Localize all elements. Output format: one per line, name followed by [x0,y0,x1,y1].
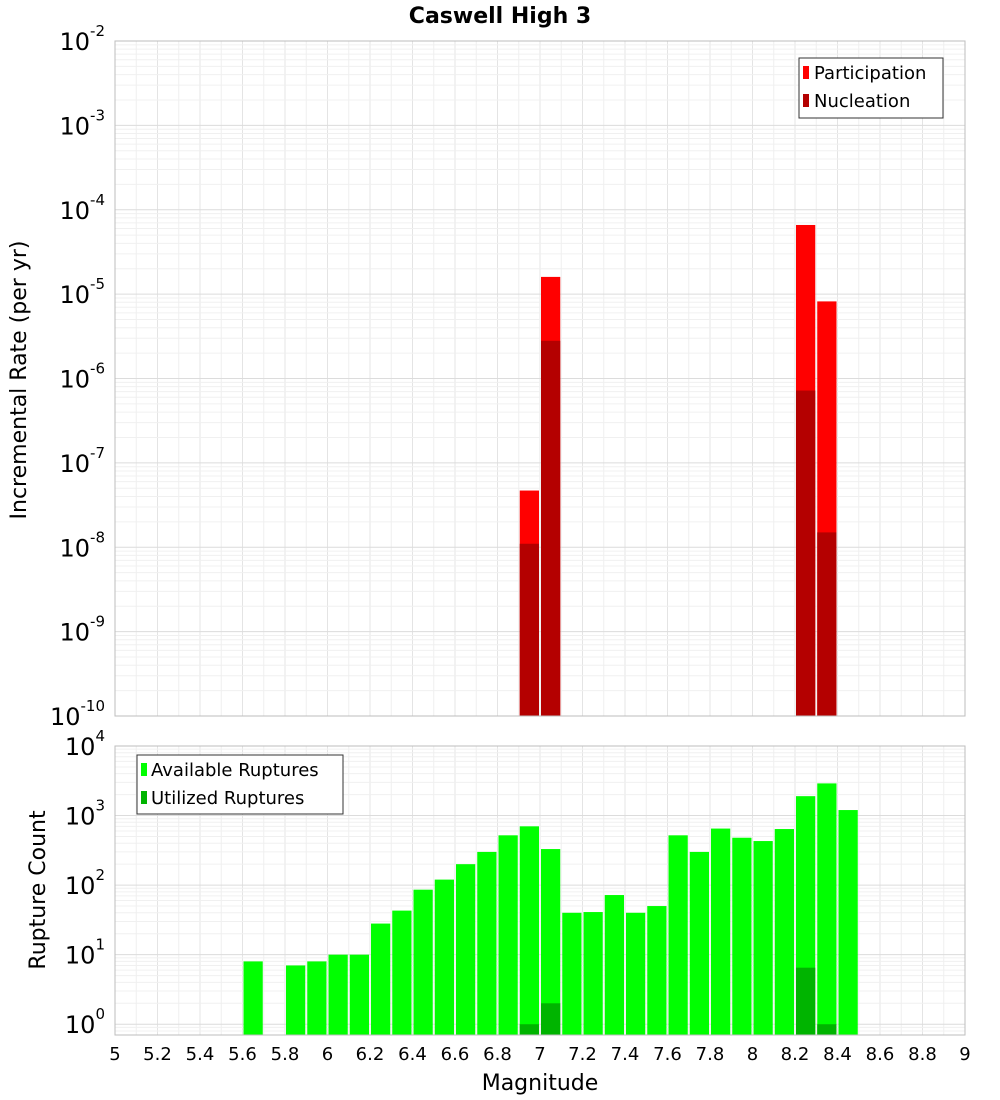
legend-nucleation-label: Nucleation [814,91,910,112]
rate-legend: Participation Nucleation [798,57,944,119]
rate-bar-nucleation [519,543,539,716]
rate-y-tick-label: 10-7 [59,444,105,478]
x-tick-label: 6.2 [356,1044,385,1065]
x-tick-label: 5.6 [228,1044,257,1065]
rupture-legend: Available Ruptures Utilized Ruptures [136,754,344,815]
rupture-bar-available-ruptures [562,912,582,1035]
rupture-y-tick-labels: 100 101 102 103 104 [65,727,105,1039]
legend-available-label: Available Ruptures [151,760,319,781]
chart-title: Caswell High 3 [409,4,591,29]
rate-y-tick-label: 10-8 [59,528,105,562]
x-tick-label: 8 [747,1044,758,1065]
rate-y-tick-label: 10-4 [59,191,105,225]
x-tick-label: 5 [109,1044,120,1065]
x-tick-label: 5.8 [271,1044,300,1065]
legend-utilized-swatch [141,791,147,804]
rupture-bar-available-ruptures [307,961,327,1035]
rupture-bars [243,783,858,1035]
rupture-bar-available-ruptures [541,849,561,1035]
rate-y-tick-label: 10-9 [59,613,105,647]
rupture-bar-available-ruptures [626,912,646,1035]
legend-available-swatch [141,763,147,776]
rupture-bar-available-ruptures [774,829,794,1035]
x-tick-label: 6.8 [483,1044,512,1065]
rate-y-tick-label: 10-3 [59,106,105,140]
x-tick-label: 8.6 [866,1044,895,1065]
rupture-y-tick-label: 102 [65,866,105,900]
rate-y-tick-label: 10-10 [50,697,105,731]
rupture-bar-available-ruptures [243,961,263,1035]
rupture-plot-border [114,745,966,1036]
rupture-bar-available-ruptures [753,841,773,1035]
x-tick-label: 9 [959,1044,970,1065]
rupture-bar-available-ruptures [668,835,688,1035]
rupture-bar-available-ruptures [413,889,433,1035]
x-tick-label: 8.8 [908,1044,937,1065]
rupture-bar-available-ruptures [604,895,624,1035]
rupture-bar-available-ruptures [456,864,476,1035]
rupture-bar-utilized-ruptures [519,1024,539,1035]
rate-y-tick-labels: 10-10 10-9 10-8 10-7 10-6 10-5 10-4 10-3 10-2 [50,22,105,731]
rupture-bar-available-ruptures [519,826,539,1035]
rate-bar-nucleation [796,390,816,716]
rate-bar-nucleation [817,532,837,716]
legend-participation-swatch [803,66,809,79]
rupture-bar-available-ruptures [647,906,667,1035]
rate-legend-box [798,57,944,119]
rupture-bar-available-ruptures [732,837,752,1035]
x-tick-label: 7.6 [653,1044,682,1065]
rupture-y-tick-label: 104 [65,727,105,761]
rate-plot-border [114,40,966,717]
rupture-y-tick-label: 100 [65,1005,105,1039]
rupture-legend-box [136,754,344,815]
rate-bars [519,224,837,716]
rupture-bar-available-ruptures [286,965,306,1035]
rupture-bar-available-ruptures [434,879,454,1035]
rupture-bar-available-ruptures [392,910,412,1035]
rupture-bar-available-ruptures [583,912,603,1035]
x-tick-label: 7 [534,1044,545,1065]
rupture-bar-available-ruptures [711,828,731,1035]
rate-y-tick-label: 10-6 [59,360,105,394]
rupture-bar-available-ruptures [689,851,709,1035]
x-tick-label: 6.4 [398,1044,427,1065]
magnitude-x-tick-labels: 5 5.2 5.4 5.6 5.8 6 6.2 6.4 6.6 6.8 7 7.2 7.4 7.6 7.8 8… [109,1044,970,1065]
x-tick-label: 6 [322,1044,333,1065]
legend-nucleation-swatch [803,94,809,107]
legend-utilized-label: Utilized Ruptures [151,788,304,809]
rate-y-axis-title: Incremental Rate (per yr) [7,241,32,520]
rupture-y-tick-label: 103 [65,797,105,831]
x-tick-label: 7.4 [611,1044,640,1065]
x-tick-label: 5.2 [143,1044,172,1065]
rupture-bar-available-ruptures [498,835,518,1035]
x-axis-title: Magnitude [482,1071,599,1096]
rate-bar-nucleation [541,340,561,716]
rupture-bar-available-ruptures [371,923,391,1035]
rate-y-tick-label: 10-5 [59,275,105,309]
legend-participation-label: Participation [814,63,926,84]
rupture-count-panel: 100 101 102 103 104 5 5.2 5.4 5.6 5.8 6 6.2 6.4 6.6 6… [26,727,971,1096]
x-tick-label: 7.2 [568,1044,597,1065]
rupture-bar-utilized-ruptures [541,1003,561,1035]
rupture-bar-available-ruptures [838,810,858,1035]
x-tick-label: 5.4 [186,1044,215,1065]
rate-gridlines [114,40,966,717]
rupture-bar-utilized-ruptures [817,1024,837,1035]
rupture-bar-available-ruptures [349,954,369,1035]
rupture-y-axis-title: Rupture Count [26,810,51,970]
x-tick-label: 6.6 [441,1044,470,1065]
rupture-bar-available-ruptures [477,851,497,1035]
rupture-bar-available-ruptures [328,954,348,1035]
rate-y-tick-label: 10-2 [59,22,105,56]
x-tick-label: 8.4 [823,1044,852,1065]
rupture-bar-utilized-ruptures [796,967,816,1035]
rupture-bar-available-ruptures [817,783,837,1035]
x-tick-label: 7.8 [696,1044,725,1065]
rupture-y-tick-label: 101 [65,936,105,970]
x-tick-label: 8.2 [781,1044,810,1065]
rate-panel: 10-10 10-9 10-8 10-7 10-6 10-5 10-4 10-3 10-2 In… [7,22,966,731]
